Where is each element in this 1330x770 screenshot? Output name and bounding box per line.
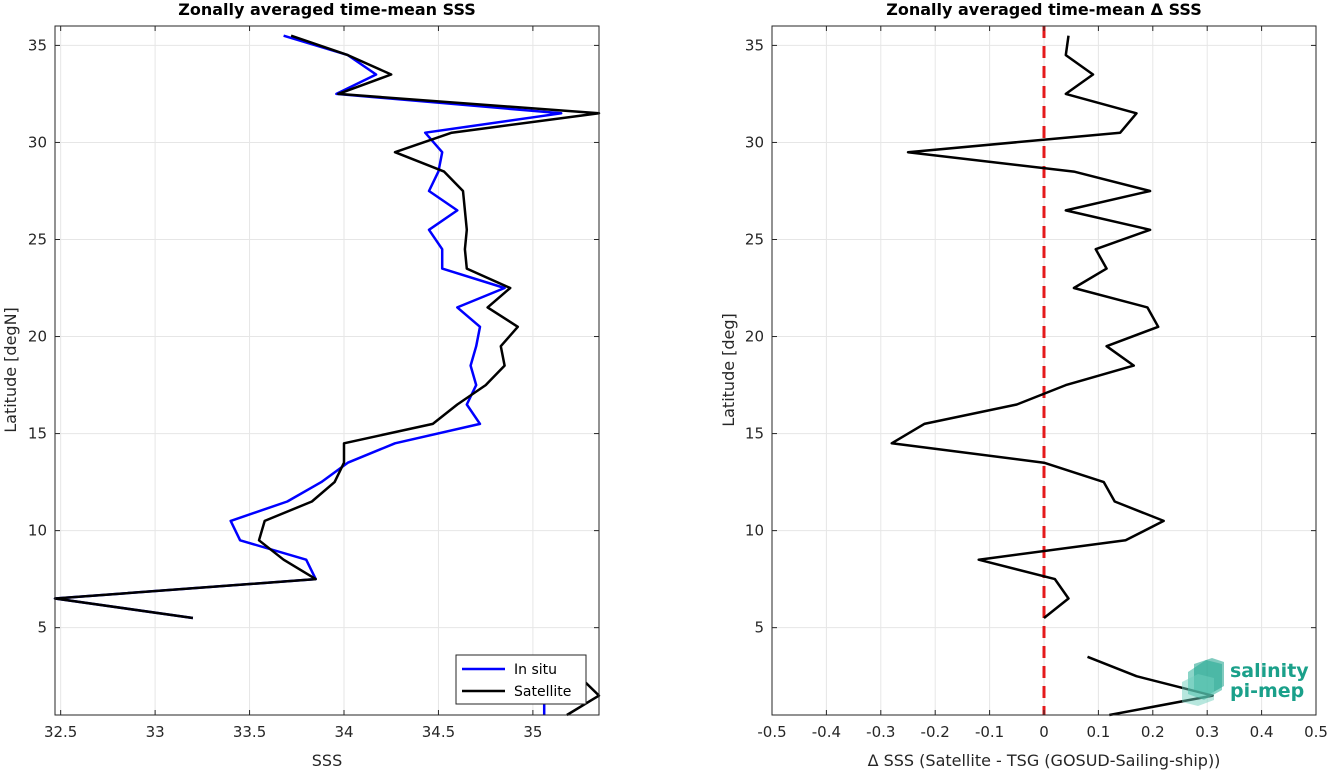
legend-box — [455, 654, 587, 705]
sss-y-tick-label: 15 — [28, 425, 47, 443]
delta-x-tick-label: 0.5 — [1304, 723, 1328, 741]
sss-x-axis-label: SSS — [312, 751, 342, 770]
delta-x-tick-label: 0.1 — [1086, 723, 1110, 741]
delta-x-tick-label: -0.2 — [921, 723, 950, 741]
delta-x-tick-label: -0.1 — [975, 723, 1004, 741]
sss-plot-area — [55, 26, 599, 715]
sss-y-axis-label: Latitude [degN] — [1, 307, 20, 433]
delta-series — [890, 35, 1214, 717]
logo-mark-icon — [1182, 658, 1224, 706]
delta-x-axis-label: Δ SSS (Satellite - TSG (GOSUD-Sailing-sh… — [868, 751, 1221, 770]
delta-y-tick-label: 20 — [745, 328, 764, 346]
delta-y-tick-label: 30 — [745, 133, 764, 151]
delta-y-tick-label: 10 — [745, 522, 764, 540]
sss-axes-box — [54, 25, 600, 716]
delta-y-tick-label: 25 — [745, 230, 764, 248]
legend-satellite-label: Satellite — [514, 684, 571, 700]
logo-text-line1: salinity — [1230, 660, 1309, 682]
legend-in-situ-label: In situ — [514, 662, 557, 678]
sss-y-tick-label: 30 — [28, 133, 47, 151]
sss-panel: 32.5 33 33.5 34 34.5 35 5 10 15 20 25 30 35 Zonally … — [1, 0, 601, 770]
delta-x-tick-label: -0.4 — [812, 723, 841, 741]
sss-x-tick-label: 33 — [146, 723, 165, 741]
sss-x-tick-label: 34 — [334, 723, 353, 741]
sss-x-tick-label: 32.5 — [44, 723, 77, 741]
delta-title: Zonally averaged time-mean Δ SSS — [886, 0, 1202, 19]
delta-x-tick-label: 0.3 — [1195, 723, 1219, 741]
delta-y-tick-label: 35 — [745, 36, 764, 54]
delta-ticks: -0.5 -0.4 -0.3 -0.2 -0.1 0 0.1 0.2 0.3 0.4 0.5 5 10 1… — [745, 26, 1328, 741]
sss-title: Zonally averaged time-mean SSS — [178, 0, 476, 19]
sss-legend: In situ Satellite — [455, 654, 587, 705]
delta-x-tick-label: -0.5 — [757, 723, 786, 741]
sss-x-tick-label: 35 — [523, 723, 542, 741]
delta-y-tick-label: 15 — [745, 425, 764, 443]
delta-series-line — [890, 35, 1165, 619]
delta-y-tick-label: 5 — [754, 619, 764, 637]
satellite-series-line — [53, 34, 601, 620]
delta-y-axis-label: Latitude [deg] — [719, 313, 738, 427]
delta-x-tick-label: 0.2 — [1141, 723, 1165, 741]
delta-x-tick-label: 0.4 — [1250, 723, 1274, 741]
sss-y-tick-label: 35 — [28, 36, 47, 54]
sss-y-tick-label: 25 — [28, 230, 47, 248]
delta-x-tick-label: -0.3 — [866, 723, 895, 741]
sss-x-tick-label: 33.5 — [233, 723, 266, 741]
delta-sss-panel: -0.5 -0.4 -0.3 -0.2 -0.1 0 0.1 0.2 0.3 0.4 0.5 5 10 1… — [719, 0, 1328, 770]
sss-x-tick-label: 34.5 — [422, 723, 455, 741]
delta-x-tick-label: 0 — [1039, 723, 1049, 741]
sss-y-tick-label: 10 — [28, 522, 47, 540]
sss-grid — [55, 26, 599, 715]
delta-series-line — [1087, 655, 1214, 717]
salinity-pi-mep-logo: salinity pi-mep — [1182, 658, 1309, 706]
logo-text-line2: pi-mep — [1230, 680, 1304, 702]
sss-y-tick-label: 20 — [28, 328, 47, 346]
sss-y-tick-label: 5 — [37, 619, 47, 637]
sss-ticks: 32.5 33 33.5 34 34.5 35 5 10 15 20 25 30 35 — [28, 26, 599, 741]
in-situ-series-line — [53, 34, 563, 620]
